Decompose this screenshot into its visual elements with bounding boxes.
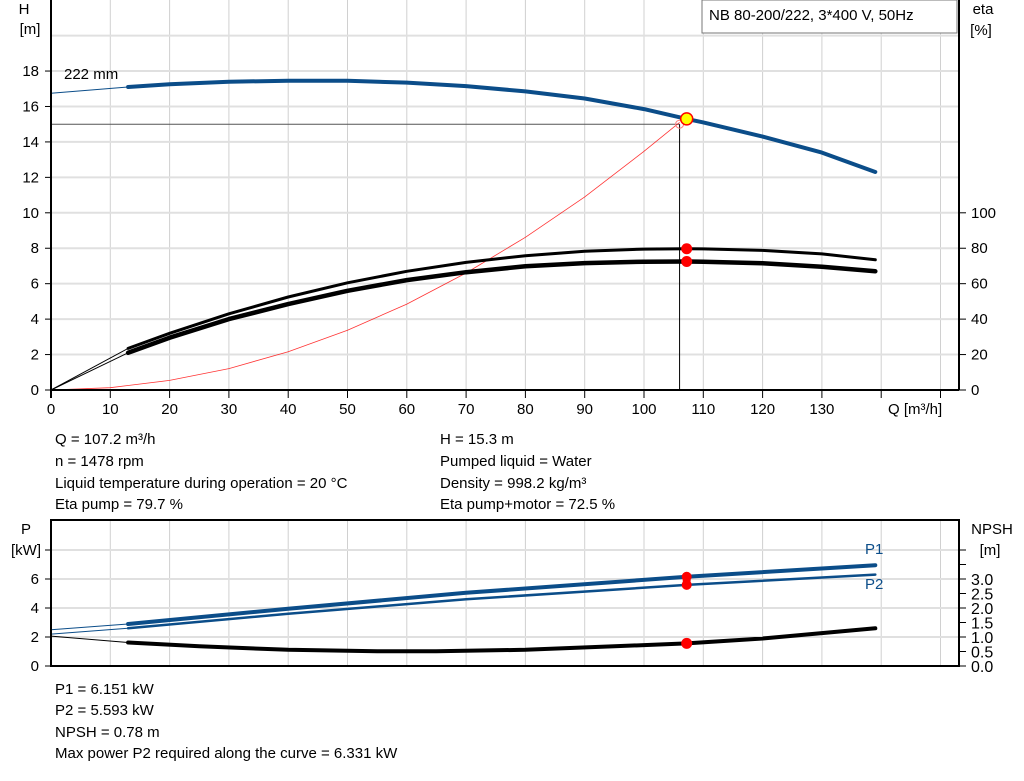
eta-tick-label: 40 xyxy=(971,311,988,328)
y-tick-label: 6 xyxy=(31,276,39,293)
eta-tick-label: 80 xyxy=(971,240,988,257)
chart-title: NB 80-200/222, 3*400 V, 50Hz xyxy=(709,7,914,24)
npsh-tick-label: 2.5 xyxy=(971,587,993,604)
x-tick-label: 80 xyxy=(517,401,534,418)
y-tick-label: 8 xyxy=(31,240,39,257)
p-tick-label: 4 xyxy=(31,600,39,617)
x-tick-label: 120 xyxy=(750,401,775,418)
info-density: Density = 998.2 kg/m³ xyxy=(440,475,587,492)
eta-pump-point xyxy=(681,243,693,255)
top-curves xyxy=(50,78,878,391)
info-q: Q = 107.2 m³/h xyxy=(55,431,156,448)
info-p1: P1 = 6.151 kW xyxy=(55,681,154,698)
npsh-point xyxy=(681,637,693,649)
curve-label: 222 mm xyxy=(64,66,118,83)
bottom-curves xyxy=(50,563,878,654)
eta-pump-curve xyxy=(126,247,877,350)
x-tick-label: 10 xyxy=(102,401,119,418)
info-eta-pump-motor: Eta pump+motor = 72.5 % xyxy=(440,496,616,513)
eta-pump-motor-extension xyxy=(50,352,129,391)
eta-tick-label: 20 xyxy=(971,347,988,364)
npsh-axis-unit: [m] xyxy=(980,542,1001,559)
y-tick-label: 18 xyxy=(22,63,39,80)
eta-pump-motor-point xyxy=(681,256,693,268)
y-tick-label: 12 xyxy=(22,169,39,186)
q-axis-label: Q [m³/h] xyxy=(888,401,942,418)
npsh-extension xyxy=(50,635,129,643)
x-tick-label: 20 xyxy=(161,401,178,418)
y-tick-label: 0 xyxy=(31,382,39,399)
axes: 0 10 20 30 40 50 60 70 80 90 100 110 120 130024681012… xyxy=(22,0,996,676)
x-tick-label: 130 xyxy=(809,401,834,418)
p-axis-unit: [kW] xyxy=(11,542,41,559)
x-tick-label: 70 xyxy=(458,401,475,418)
x-tick-label: 30 xyxy=(221,401,238,418)
info-max-power: Max power P2 required along the curve = … xyxy=(55,745,398,762)
p-axis-label: P xyxy=(21,521,31,538)
info-eta-pump: Eta pump = 79.7 % xyxy=(55,496,183,513)
y-tick-label: 4 xyxy=(31,311,39,328)
p1-extension xyxy=(50,623,129,631)
npsh-tick-label: 1.0 xyxy=(971,630,993,647)
info-p2: P2 = 5.593 kW xyxy=(55,702,154,719)
info-liquid: Pumped liquid = Water xyxy=(440,453,592,470)
h-axis-unit: [m] xyxy=(20,21,41,38)
y-tick-label: 10 xyxy=(22,205,39,222)
p-tick-label: 2 xyxy=(31,629,39,646)
h-axis-label: H xyxy=(19,1,30,18)
p-point-join xyxy=(682,576,691,585)
p2-label: P2 xyxy=(865,576,883,593)
x-tick-label: 50 xyxy=(339,401,356,418)
eta-tick-label: 100 xyxy=(971,205,996,222)
eta-axis-unit: [%] xyxy=(970,22,992,39)
eta-axis-label: eta xyxy=(973,1,995,18)
eta-pump-extension xyxy=(50,347,129,391)
y-tick-label: 14 xyxy=(22,134,39,151)
y-tick-label: 2 xyxy=(31,347,39,364)
x-tick-label: 90 xyxy=(576,401,593,418)
title-box xyxy=(701,0,958,34)
p1-label: P1 xyxy=(865,541,883,558)
duty-point xyxy=(679,112,694,126)
info-npsh: NPSH = 0.78 m xyxy=(55,724,160,741)
npsh-tick-label: 0.0 xyxy=(971,659,993,676)
eta-pump-motor-curve xyxy=(125,259,878,356)
npsh-axis-label: NPSH xyxy=(971,521,1013,538)
x-tick-label: 40 xyxy=(280,401,297,418)
x-tick-label: 110 xyxy=(691,401,715,418)
npsh-tick-label: 0.5 xyxy=(971,645,993,662)
npsh-tick-label: 1.5 xyxy=(971,616,993,633)
head-curve xyxy=(126,78,878,174)
system-curve xyxy=(50,122,680,391)
p-tick-label: 0 xyxy=(31,658,39,675)
p2-extension xyxy=(50,627,129,635)
npsh-tick-label: 2.0 xyxy=(971,601,993,618)
info-h: H = 15.3 m xyxy=(440,431,514,448)
x-tick-label: 0 xyxy=(47,401,55,418)
eta-tick-label: 60 xyxy=(971,276,988,293)
p1-curve xyxy=(126,563,878,626)
x-tick-label: 100 xyxy=(631,401,656,418)
info-temp: Liquid temperature during operation = 20… xyxy=(55,475,348,492)
y-tick-label: 16 xyxy=(22,98,39,115)
x-tick-label: 60 xyxy=(398,401,415,418)
p2-curve xyxy=(126,573,877,630)
top-grid xyxy=(51,0,959,390)
p-tick-label: 6 xyxy=(31,571,39,588)
head-extension xyxy=(50,86,129,94)
npsh-tick-label: 3.0 xyxy=(971,572,993,589)
npsh-curve xyxy=(126,626,878,654)
info-n: n = 1478 rpm xyxy=(55,453,144,470)
eta-tick-label: 0 xyxy=(971,382,979,399)
